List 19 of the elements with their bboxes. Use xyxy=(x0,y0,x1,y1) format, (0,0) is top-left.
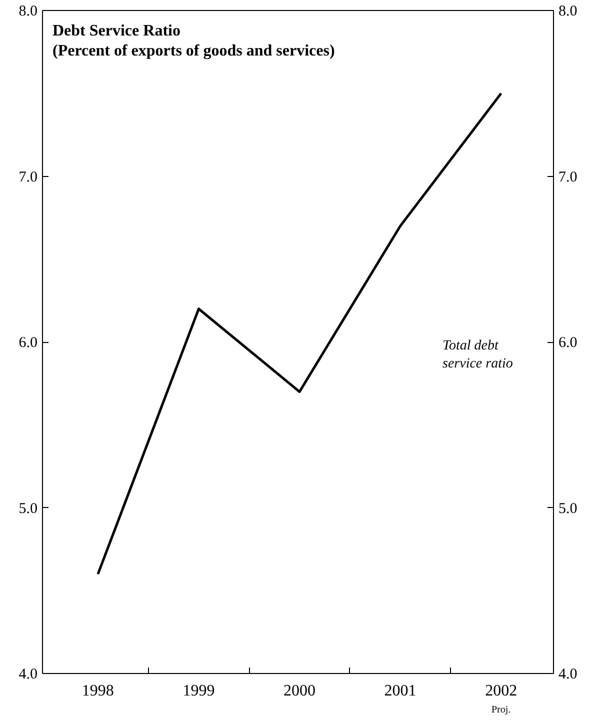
text: (Percent of exports of goods and services) xyxy=(52,42,335,60)
y2-tick-label: 4.0 xyxy=(558,666,578,682)
y-tick-label: 4.0 xyxy=(18,666,38,682)
text: Proj. xyxy=(492,704,511,716)
x-tick-label: 1998 xyxy=(82,682,114,700)
x-tick-label: 1999 xyxy=(182,682,215,700)
text: Total debt service ratio xyxy=(442,338,513,372)
y2-tick-label: 8.0 xyxy=(558,4,578,20)
x-tick-label: 2000 xyxy=(284,682,316,700)
y2-tick-label: 5.0 xyxy=(558,500,578,517)
y-tick-label: 6.0 xyxy=(18,335,38,351)
y-tick-label: 8.0 xyxy=(18,4,38,20)
text: Debt Service Ratio xyxy=(52,22,180,40)
x-tick-label: 2002 xyxy=(485,682,518,700)
y2-tick-label: 6.0 xyxy=(558,335,578,351)
y2-tick-label: 7.0 xyxy=(558,169,578,186)
y-tick-label: 7.0 xyxy=(18,169,38,186)
x-tick-label: 2001 xyxy=(384,682,416,700)
y-tick-label: 5.0 xyxy=(18,500,38,517)
